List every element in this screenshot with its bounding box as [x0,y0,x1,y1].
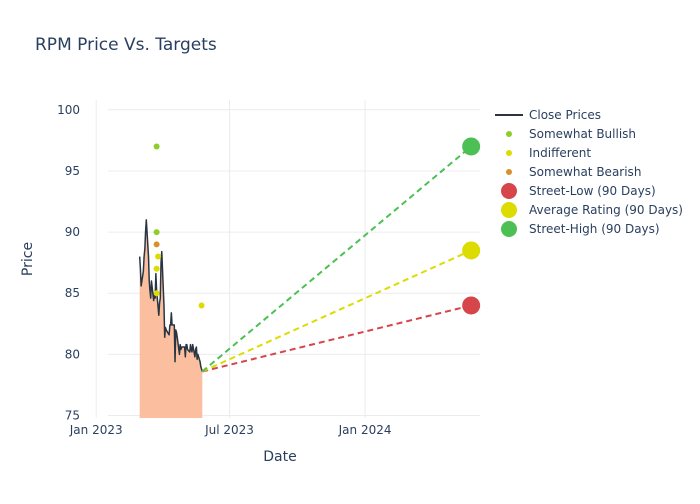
street-high-point [462,137,481,156]
street-low-point [462,296,481,315]
x-tick-label: Jul 2023 [204,423,254,437]
average-rating-point [462,241,481,260]
chart-title: RPM Price Vs. Targets [35,35,217,55]
x-tick-label: Jan 2023 [69,423,123,437]
legend-swatch-street-high-point [501,221,517,237]
somewhat-bullish-point [153,229,160,236]
legend: Close Prices Somewhat Bullish Indifferent S… [495,108,683,237]
street-low-projection [202,304,472,373]
axes: 75 80 85 90 95 100 Jan 2023 Jul 2023 Jan 2024 [57,103,391,437]
x-tick-label: Jan 2024 [338,423,392,437]
rating-markers [153,137,481,315]
indifferent-point [198,302,205,309]
indifferent-point [153,265,160,272]
legend-label: Somewhat Bearish [529,165,641,179]
close-price-fill [139,219,203,418]
legend-swatch-street-low-point [501,183,517,199]
y-tick-label: 80 [65,347,80,361]
legend-swatch-somewhat-bullish-point [506,131,512,137]
somewhat-bearish-point [153,241,160,248]
legend-label: Street-Low (90 Days) [529,184,656,198]
legend-swatch-indifferent-point [506,150,512,156]
legend-swatch-somewhat-bearish-point [506,169,512,175]
somewhat-bullish-point [153,143,160,150]
y-tick-label: 90 [65,225,80,239]
close-price-line [138,219,203,372]
y-tick-label: 100 [57,103,80,117]
average-projection [201,249,472,373]
y-tick-label: 85 [65,286,80,300]
close-price-area [139,219,203,418]
close-price-path [138,219,203,372]
indifferent-point [155,253,162,260]
y-axis-label: Price [20,242,36,276]
legend-label: Indifferent [529,146,591,160]
x-axis-label: Date [263,449,296,465]
legend-label: Somewhat Bullish [529,127,636,141]
legend-swatch-average-rating-point [501,202,517,218]
legend-label: Average Rating (90 Days) [529,203,683,217]
legend-label: Street-High (90 Days) [529,222,660,236]
legend-label: Close Prices [529,108,601,122]
y-tick-label: 75 [65,409,80,423]
target-projections [201,145,472,373]
street-high-projection [201,145,472,373]
indifferent-point [153,290,160,297]
y-tick-label: 95 [65,164,80,178]
